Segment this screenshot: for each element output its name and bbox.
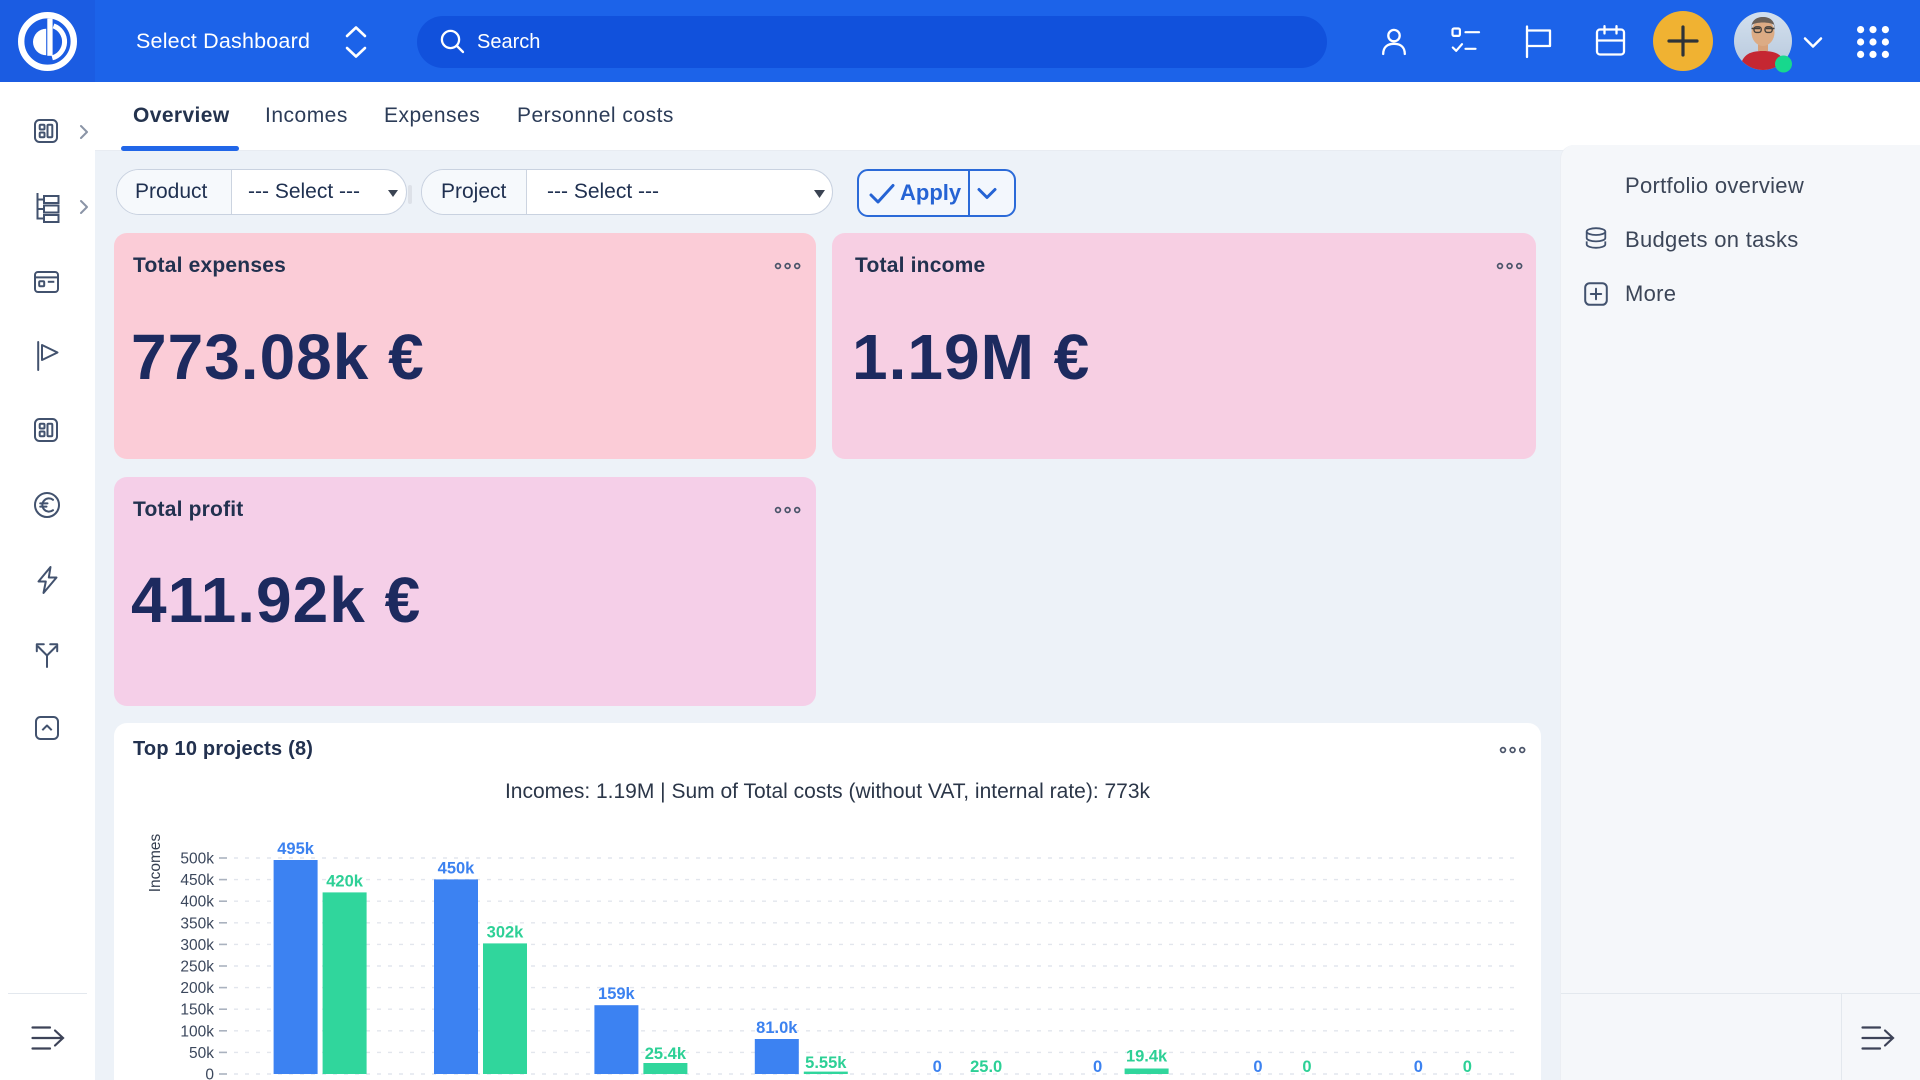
svg-text:159k: 159k — [598, 985, 636, 1003]
svg-text:450k: 450k — [438, 859, 476, 877]
svg-text:81.0k: 81.0k — [756, 1019, 798, 1037]
svg-text:100k: 100k — [180, 1023, 214, 1040]
svg-text:302k: 302k — [487, 923, 525, 941]
svg-text:250k: 250k — [180, 959, 214, 976]
svg-text:25.0: 25.0 — [970, 1058, 1002, 1076]
svg-text:500k: 500k — [180, 851, 214, 868]
svg-text:0: 0 — [1253, 1058, 1262, 1076]
svg-text:0: 0 — [1414, 1058, 1423, 1076]
svg-text:350k: 350k — [180, 915, 214, 932]
svg-text:0: 0 — [1302, 1058, 1311, 1076]
svg-text:50k: 50k — [189, 1045, 214, 1062]
svg-text:Incomes: Incomes — [147, 833, 164, 892]
svg-text:0: 0 — [933, 1058, 942, 1076]
svg-text:0: 0 — [1463, 1058, 1472, 1076]
svg-text:5.55k: 5.55k — [805, 1054, 847, 1072]
svg-text:19.4k: 19.4k — [1126, 1048, 1168, 1066]
svg-text:450k: 450k — [180, 872, 214, 889]
svg-text:0: 0 — [1093, 1058, 1102, 1076]
svg-text:495k: 495k — [277, 840, 315, 858]
svg-text:25.4k: 25.4k — [645, 1045, 687, 1063]
svg-text:0: 0 — [205, 1067, 214, 1080]
svg-text:150k: 150k — [180, 1002, 214, 1019]
svg-text:400k: 400k — [180, 894, 214, 911]
svg-text:420k: 420k — [326, 872, 364, 890]
svg-text:200k: 200k — [180, 980, 214, 997]
svg-text:300k: 300k — [180, 937, 214, 954]
